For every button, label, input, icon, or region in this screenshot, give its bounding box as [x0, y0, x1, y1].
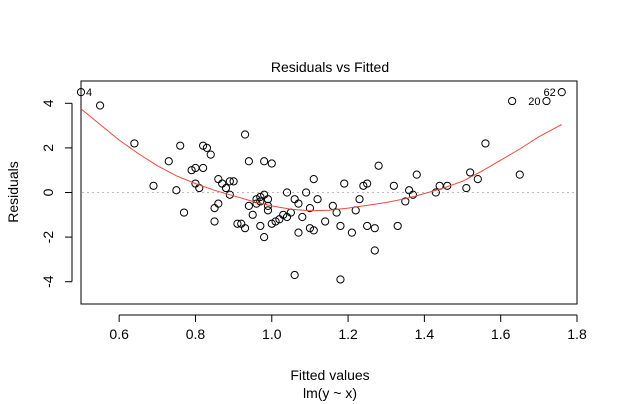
residual-point — [176, 141, 185, 150]
smoother-line — [80, 108, 562, 212]
chart-title: Residuals vs Fitted — [271, 59, 389, 75]
y-tick-label: 4 — [40, 99, 56, 107]
residual-point — [214, 175, 223, 184]
residual-point — [431, 188, 440, 197]
residual-point — [198, 163, 208, 173]
residual-point — [95, 101, 105, 110]
residual-point — [256, 221, 265, 231]
residual-point — [370, 224, 379, 233]
residual-point — [179, 208, 189, 217]
residual-point — [218, 179, 227, 188]
residual-point — [210, 204, 219, 213]
x-tick-label: 0.8 — [186, 326, 206, 342]
residual-point — [302, 188, 311, 197]
residual-point — [244, 201, 253, 210]
residual-point — [328, 201, 337, 210]
residual-point — [294, 228, 303, 237]
residual-point — [309, 226, 318, 235]
model-formula-label: lm(y ~ x) — [303, 385, 357, 401]
residual-point — [405, 186, 414, 195]
residual-point — [321, 217, 330, 226]
residual-point — [336, 275, 345, 284]
residual-point — [294, 199, 303, 208]
residual-point — [393, 221, 402, 231]
residual-point — [408, 190, 418, 199]
residual-point — [149, 181, 158, 190]
residual-point — [336, 221, 345, 231]
y-tick-label: 2 — [40, 144, 56, 152]
residual-point — [240, 130, 250, 139]
residual-point — [340, 179, 349, 188]
residual-point — [210, 217, 219, 226]
residual-point — [370, 246, 379, 255]
residual-point — [298, 212, 307, 222]
point-label: 62 — [543, 87, 555, 99]
residual-point — [225, 177, 234, 186]
residual-point — [363, 221, 372, 231]
residual-point — [347, 228, 356, 237]
y-tick-label: 0 — [40, 188, 56, 196]
plot-frame — [80, 80, 578, 305]
residual-point — [313, 195, 322, 204]
residual-point — [557, 88, 566, 97]
residual-point — [290, 270, 299, 280]
residual-point — [462, 183, 471, 193]
residual-point — [263, 195, 273, 204]
residual-point — [481, 139, 490, 148]
residual-point — [389, 181, 398, 190]
residual-point — [256, 197, 265, 206]
residual-point — [309, 175, 318, 184]
residual-point — [542, 96, 551, 106]
residual-point — [244, 157, 253, 166]
residual-point — [374, 161, 383, 170]
residual-point — [473, 175, 482, 184]
x-tick-label: 0.6 — [109, 326, 129, 342]
residual-point — [286, 208, 295, 217]
residual-point — [225, 190, 234, 199]
residual-point — [206, 150, 215, 159]
x-tick-label: 1.0 — [262, 326, 282, 342]
residual-point — [363, 179, 372, 188]
residual-point — [229, 177, 238, 186]
point-label: 4 — [86, 87, 92, 99]
x-tick-label: 1.8 — [567, 326, 587, 342]
residual-point — [515, 170, 524, 179]
residual-point — [305, 204, 315, 213]
residual-point — [508, 96, 517, 106]
residual-point — [164, 157, 173, 166]
residual-point — [130, 139, 139, 148]
residual-point — [214, 199, 223, 208]
x-tick-label: 1.2 — [338, 326, 358, 342]
x-axis-label: Fitted values — [290, 367, 369, 383]
residual-point — [260, 233, 269, 242]
residual-point — [466, 168, 475, 177]
residual-point — [290, 195, 299, 204]
residual-points — [76, 88, 566, 284]
residual-point — [240, 224, 250, 233]
residual-point — [282, 188, 292, 197]
residual-point — [263, 206, 273, 215]
residual-point — [260, 157, 269, 166]
residual-point — [233, 219, 242, 228]
residual-point — [401, 197, 410, 206]
y-axis: -4 -2 0 2 4 — [40, 99, 73, 288]
y-axis-label: Residuals — [5, 161, 21, 222]
residual-point — [267, 159, 276, 168]
x-tick-label: 1.4 — [415, 326, 435, 342]
residual-point — [221, 183, 231, 193]
residual-point — [202, 143, 212, 152]
y-tick-label: -2 — [40, 231, 56, 244]
residual-point — [172, 186, 181, 195]
residual-point — [76, 88, 86, 97]
x-axis: 0.6 0.8 1.0 1.2 1.4 1.6 1.8 — [109, 314, 587, 342]
residual-point — [248, 210, 257, 219]
residual-point — [355, 195, 364, 204]
point-label: 20 — [528, 96, 540, 108]
y-tick-label: -4 — [40, 275, 56, 288]
x-tick-label: 1.6 — [491, 326, 511, 342]
residual-point — [412, 170, 421, 179]
